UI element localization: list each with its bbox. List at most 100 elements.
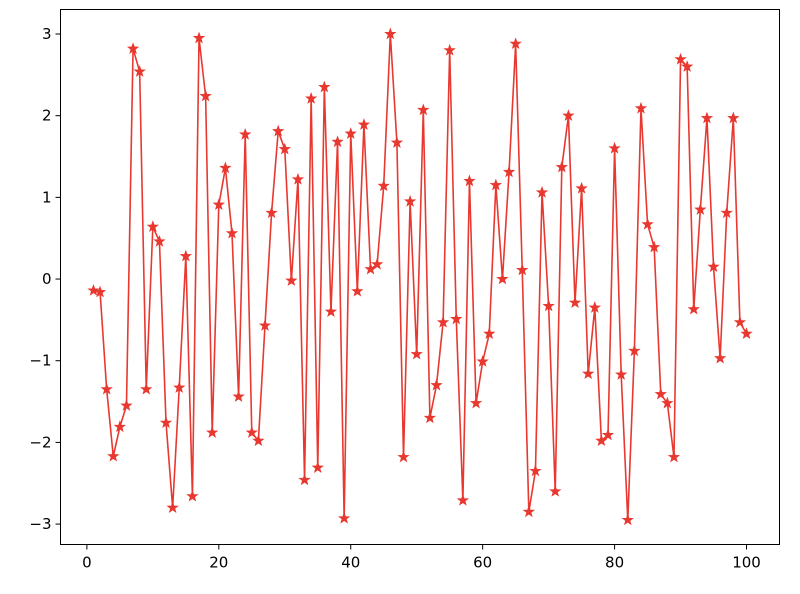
data-point	[153, 234, 166, 247]
data-point	[311, 461, 324, 473]
data-point	[582, 367, 595, 380]
data-point	[575, 181, 588, 194]
data-point	[278, 142, 291, 155]
data-point	[509, 37, 522, 50]
data-point	[120, 399, 133, 411]
data-point	[337, 511, 351, 524]
data-point	[720, 206, 733, 219]
data-point	[687, 302, 700, 315]
data-point	[740, 327, 753, 340]
data-point	[423, 411, 437, 424]
data-point	[126, 42, 140, 54]
data-point	[727, 111, 740, 124]
data-point	[351, 284, 364, 297]
series-layer	[87, 27, 753, 526]
x-tick-label: 80	[605, 554, 624, 572]
data-point	[417, 103, 430, 116]
axes-frame	[60, 9, 780, 545]
data-point	[140, 382, 153, 395]
data-point	[304, 92, 318, 104]
data-point	[667, 450, 681, 463]
data-point	[252, 434, 265, 447]
data-point	[107, 449, 120, 462]
data-point	[186, 489, 199, 502]
data-point	[179, 249, 192, 262]
data-point	[502, 165, 516, 178]
data-point	[713, 351, 727, 364]
data-point	[93, 285, 107, 298]
data-point	[265, 206, 278, 219]
data-point	[621, 513, 634, 526]
data-point	[146, 220, 160, 233]
x-axis: 0 20 40 60 80 100	[82, 544, 761, 572]
data-point	[318, 80, 331, 93]
data-point	[357, 118, 371, 130]
data-point	[258, 319, 272, 331]
data-point	[212, 198, 225, 210]
y-tick-label: 2	[42, 107, 52, 125]
data-point	[100, 382, 113, 395]
data-point	[344, 127, 357, 139]
x-tick-label: 0	[82, 554, 92, 572]
data-point	[113, 420, 127, 433]
data-point	[654, 387, 667, 400]
data-point	[377, 179, 390, 192]
data-point	[370, 257, 384, 270]
data-point	[245, 426, 258, 438]
data-point	[489, 178, 503, 191]
data-point	[562, 109, 575, 121]
data-point	[456, 493, 470, 506]
data-point	[674, 52, 687, 65]
data-point	[469, 396, 483, 409]
data-point	[450, 312, 463, 325]
data-point	[549, 484, 562, 497]
data-point	[694, 203, 707, 215]
data-point	[555, 160, 568, 173]
y-tick-label: 3	[42, 25, 52, 43]
x-tick-label: 40	[341, 554, 360, 572]
data-point	[535, 185, 549, 198]
data-point	[87, 283, 100, 296]
data-point	[298, 473, 311, 486]
y-tick-label: −3	[29, 515, 51, 533]
data-point	[390, 136, 404, 148]
y-tick-label: −2	[29, 433, 51, 451]
data-point	[463, 174, 476, 187]
data-point	[707, 260, 720, 273]
data-point	[476, 355, 489, 367]
data-point	[661, 396, 674, 409]
y-axis: −3 −2 −1 0 1 2 3	[29, 25, 61, 533]
series-line	[93, 33, 748, 521]
data-point	[403, 194, 417, 207]
data-point	[199, 89, 212, 102]
data-point	[700, 111, 714, 124]
data-point	[173, 381, 186, 393]
data-point	[239, 127, 252, 140]
data-point	[680, 60, 694, 72]
data-point	[272, 124, 285, 137]
data-point	[192, 31, 206, 44]
data-point	[733, 315, 747, 328]
data-point	[628, 344, 641, 357]
data-point	[634, 101, 648, 114]
data-point	[285, 274, 298, 286]
data-point	[588, 301, 601, 313]
data-point	[166, 501, 179, 513]
y-tick-label: 0	[42, 270, 52, 288]
data-point	[133, 65, 146, 77]
data-point	[542, 299, 555, 312]
x-tick-label: 100	[732, 554, 761, 572]
data-point	[568, 296, 582, 308]
data-point	[436, 315, 450, 328]
data-point	[615, 368, 628, 380]
plot-area	[60, 9, 780, 545]
data-point	[219, 161, 232, 174]
data-point	[648, 240, 661, 253]
data-point	[232, 390, 245, 402]
x-tick-label: 60	[473, 554, 492, 572]
data-point	[291, 172, 305, 185]
data-point	[496, 272, 509, 285]
data-point	[608, 141, 621, 154]
x-tick-label: 20	[209, 554, 228, 572]
